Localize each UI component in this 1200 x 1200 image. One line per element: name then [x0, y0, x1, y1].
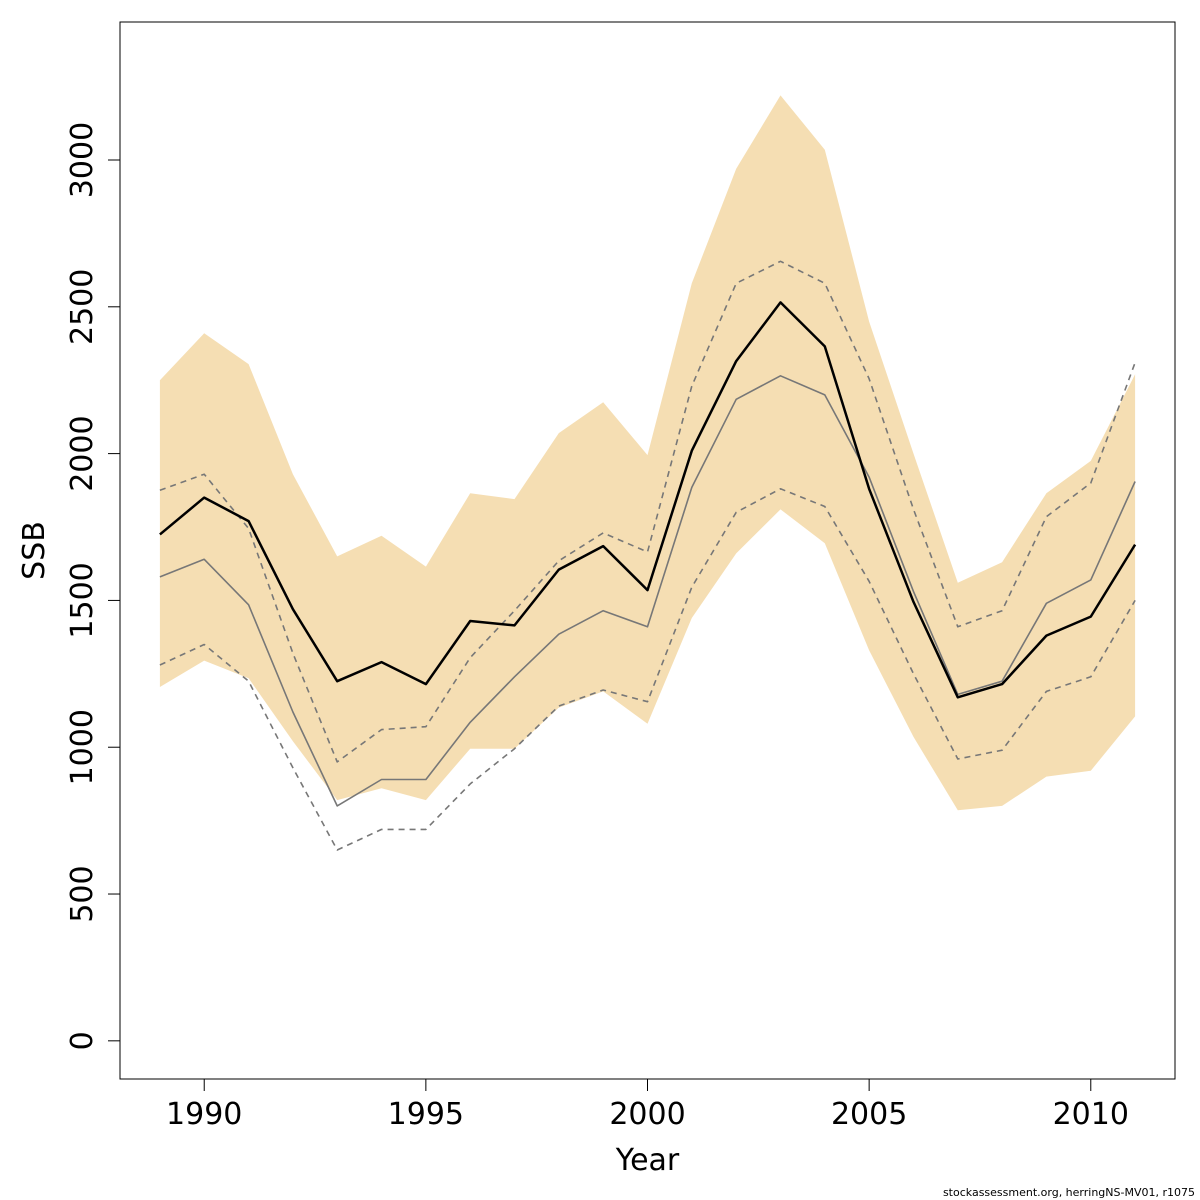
- x-tick-label: 2005: [831, 1097, 907, 1132]
- y-tick-label: 1000: [65, 709, 100, 785]
- y-axis: 0 500 1000 1500 2000 2500 3000: [65, 122, 121, 1050]
- x-tick-label: 2010: [1053, 1097, 1129, 1132]
- y-tick-label: 2000: [65, 415, 100, 491]
- y-axis-title: SSB: [17, 521, 52, 580]
- series-layer: [159, 260, 1137, 851]
- confidence-band-layer: [159, 95, 1136, 811]
- series-line-4: [159, 487, 1136, 851]
- y-tick-label: 2500: [65, 269, 100, 345]
- x-tick-label: 2000: [609, 1097, 685, 1132]
- x-tick-label: 1995: [388, 1097, 464, 1132]
- x-axis: 1990 1995 2000 2005 2010: [166, 1078, 1129, 1132]
- series-line-1: [159, 301, 1137, 699]
- series-line-2: [159, 374, 1136, 807]
- confidence-band: [159, 95, 1136, 811]
- x-axis-title: Year: [615, 1143, 680, 1178]
- y-tick-label: 1500: [65, 562, 100, 638]
- x-tick-label: 1990: [166, 1097, 242, 1132]
- y-tick-label: 3000: [65, 122, 100, 198]
- footer-note: stockassessment.org, herringNS-MV01, r10…: [943, 1186, 1195, 1199]
- y-tick-label: 500: [65, 865, 100, 922]
- y-tick-label: 0: [65, 1031, 100, 1050]
